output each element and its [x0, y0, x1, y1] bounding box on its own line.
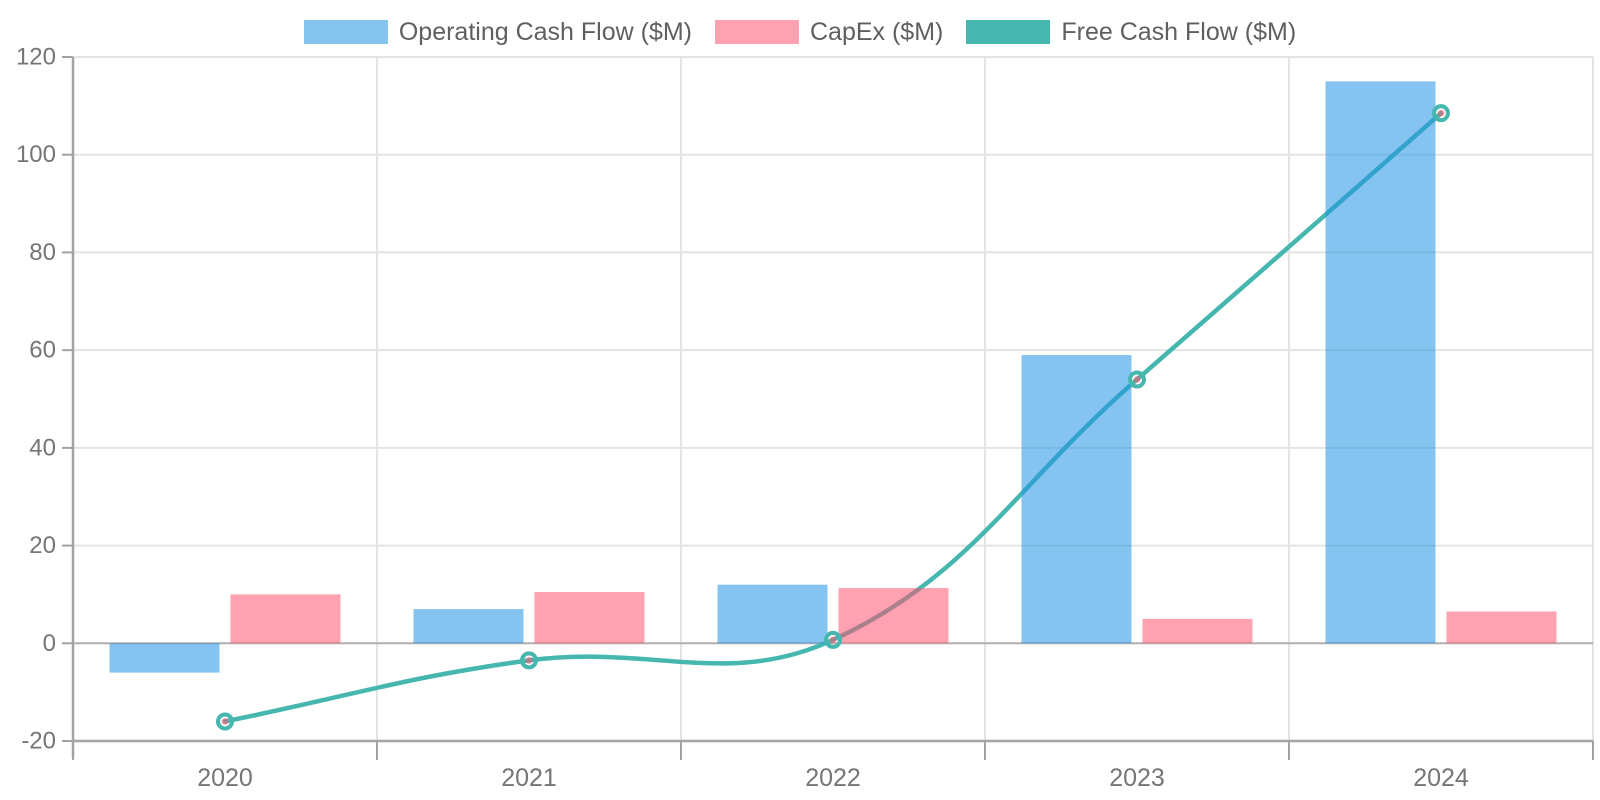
point-center-free-cash-flow-m-2023 [1133, 375, 1141, 383]
x-tick-label-2024: 2024 [1413, 764, 1469, 792]
bar-operating-cash-flow-m-2024 [1325, 81, 1436, 644]
x-tick-label-2020: 2020 [197, 764, 253, 792]
bar-operating-cash-flow-m-2023 [1021, 355, 1132, 644]
bar-capex-m-2024 [1446, 611, 1557, 644]
legend-label: CapEx ($M) [810, 18, 944, 46]
legend-swatch-capex-m [715, 20, 799, 44]
y-tick-label-60: 60 [29, 337, 56, 364]
y-tick-label-120: 120 [16, 44, 56, 71]
x-tick-label-2021: 2021 [501, 764, 557, 792]
y-tick-label-100: 100 [16, 141, 56, 168]
bar-capex-m-2021 [534, 592, 645, 644]
point-center-free-cash-flow-m-2021 [525, 656, 533, 664]
point-free-cash-flow-m-2022 [824, 630, 842, 649]
point-center-free-cash-flow-m-2020 [221, 717, 229, 725]
point-free-cash-flow-m-2024 [1432, 104, 1450, 123]
bar-operating-cash-flow-m-2021 [413, 609, 524, 644]
line-free-cash-flow-m [222, 110, 1444, 724]
x-tick-label-2022: 2022 [805, 764, 861, 792]
legend-label: Operating Cash Flow ($M) [398, 18, 692, 46]
point-free-cash-flow-m-2020 [216, 712, 234, 731]
point-center-free-cash-flow-m-2022 [829, 636, 837, 644]
legend-swatch-operating-cash-flow-m [303, 20, 388, 44]
y-tick-label-80: 80 [29, 239, 56, 266]
legend-item-capex-m[interactable]: CapEx ($M) [715, 17, 943, 47]
legend-label: Free Cash Flow ($M) [1061, 18, 1297, 46]
bar-capex-m-2020 [230, 594, 341, 644]
y-tick-label-0: 0 [43, 630, 56, 657]
bar-operating-cash-flow-m-2020 [109, 643, 220, 673]
x-tick-label-2023: 2023 [1109, 764, 1165, 792]
point-free-cash-flow-m-2021 [520, 651, 538, 670]
legend-swatch-free-cash-flow-m [966, 20, 1051, 44]
y-tick-label-20: 20 [29, 532, 56, 559]
legend-item-operating-cash-flow-m[interactable]: Operating Cash Flow ($M) [303, 17, 692, 47]
point-center-free-cash-flow-m-2024 [1437, 109, 1445, 117]
y-tick-label-40: 40 [29, 434, 56, 461]
bar-operating-cash-flow-m-2022 [717, 584, 828, 644]
y-tick-label--20: -20 [21, 728, 56, 755]
legend-item-free-cash-flow-m[interactable]: Free Cash Flow ($M) [966, 17, 1296, 47]
legend: Operating Cash Flow ($M) CapEx ($M) Free C… [0, 17, 1600, 47]
bar-capex-m-2023 [1142, 618, 1253, 644]
bar-capex-m-2022 [838, 588, 949, 644]
point-free-cash-flow-m-2023 [1128, 370, 1146, 389]
